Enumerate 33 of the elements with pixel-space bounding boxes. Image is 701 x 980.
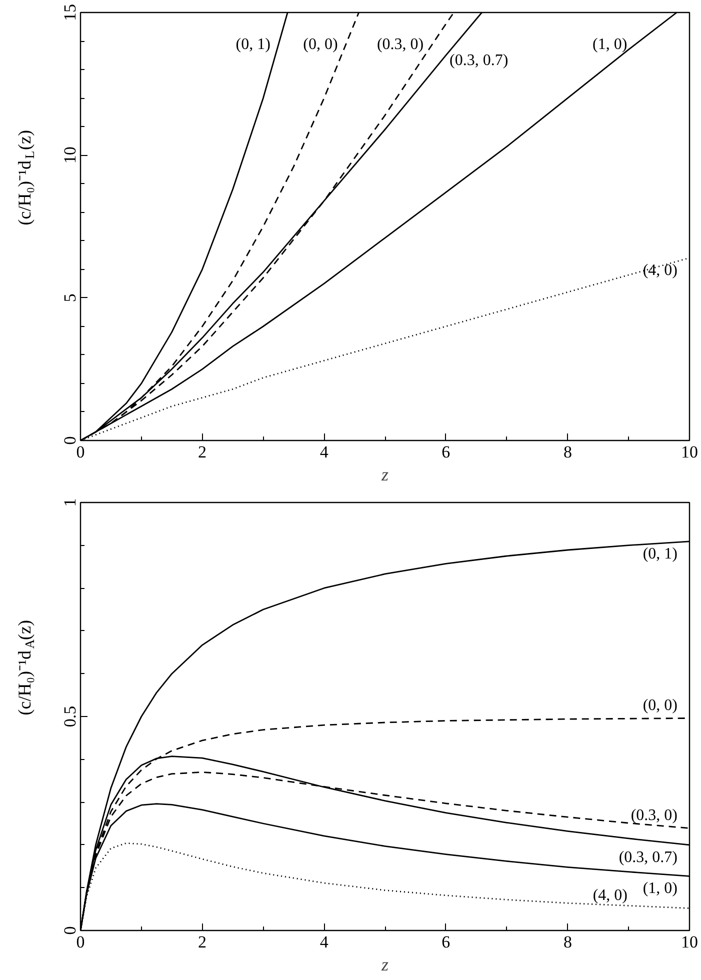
y-axis-title: (c/H₀)⁻¹dA(z) xyxy=(14,620,37,716)
y-tick-label: 10 xyxy=(60,146,80,164)
x-axis-title: z xyxy=(380,954,389,974)
x-tick-label: 6 xyxy=(442,932,450,952)
series-label: (1, 0) xyxy=(592,36,628,53)
x-tick-label: 6 xyxy=(442,442,450,462)
series-label: (4, 0) xyxy=(642,262,678,279)
series-label: (0, 1) xyxy=(642,545,678,562)
series-label: (0.3, 0.7) xyxy=(450,52,508,69)
y-axis-title: (c/H₀)⁻¹dL(z) xyxy=(14,130,37,226)
series-label: (0.3, 0) xyxy=(376,36,424,53)
x-tick-label: 4 xyxy=(320,442,329,462)
x-tick-label: 2 xyxy=(198,932,207,952)
y-tick-label: 0 xyxy=(60,926,80,935)
series-label: (4, 0) xyxy=(592,887,628,904)
x-tick-label: 8 xyxy=(563,442,572,462)
x-axis-title: z xyxy=(380,464,389,484)
y-tick-label: 1 xyxy=(60,498,80,507)
y-tick-label: 5 xyxy=(60,294,80,302)
x-tick-label: 10 xyxy=(681,442,698,462)
series-label: (0.3, 0.7) xyxy=(618,848,678,866)
x-tick-label: 8 xyxy=(563,932,572,952)
series-label: (0, 1) xyxy=(236,36,270,53)
x-tick-label: 10 xyxy=(681,932,698,952)
y-tick-label: 0 xyxy=(60,436,80,445)
series-label: (0.3, 0) xyxy=(630,807,678,824)
series-label: (0, 0) xyxy=(303,36,338,53)
x-tick-label: 4 xyxy=(320,932,329,952)
x-tick-label: 2 xyxy=(198,442,207,462)
y-tick-label: 15 xyxy=(60,4,80,21)
y-tick-label: 0.5 xyxy=(60,706,80,728)
series-label: (0, 0) xyxy=(642,697,678,714)
series-label: (1, 0) xyxy=(642,880,678,898)
